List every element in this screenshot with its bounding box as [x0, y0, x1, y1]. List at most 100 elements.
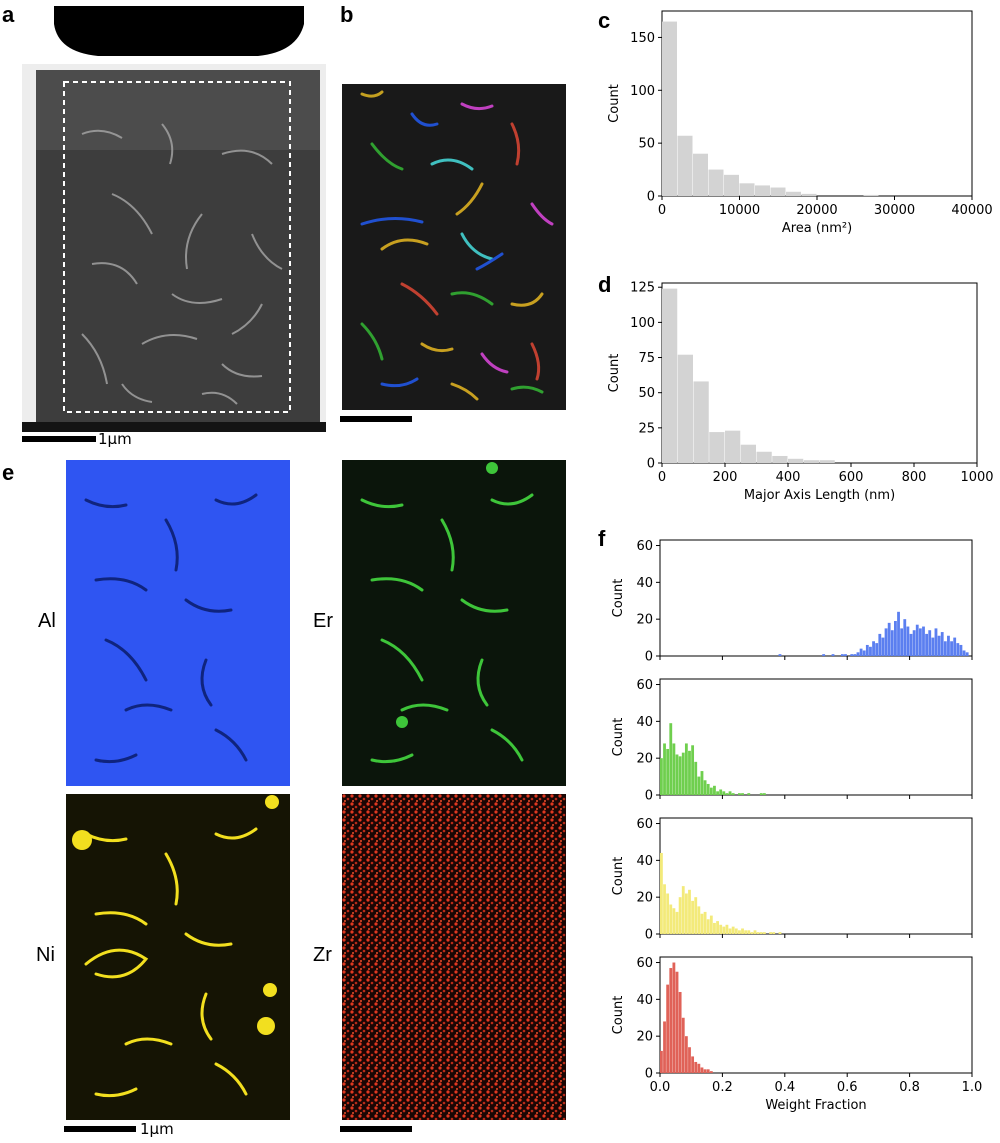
bar [662, 21, 677, 197]
bar [840, 654, 844, 656]
bar [663, 1021, 666, 1073]
bar [703, 911, 707, 934]
bar [931, 637, 935, 656]
bar [863, 194, 879, 196]
bar [925, 633, 929, 656]
bar [675, 754, 679, 795]
bar [881, 637, 885, 656]
bar [739, 183, 755, 196]
xtick-label: 1000 [960, 470, 993, 485]
bar [684, 1036, 688, 1073]
scale-bar-a [22, 436, 96, 442]
bar [709, 432, 725, 463]
bar [706, 1069, 710, 1073]
bar [728, 791, 732, 795]
panel-label-c: c [598, 8, 611, 33]
map-er [342, 460, 566, 786]
bar [778, 932, 782, 934]
bar [666, 893, 670, 934]
xtick-label: 40000 [951, 203, 992, 218]
ytick-label: 40 [636, 993, 653, 1008]
bar [672, 962, 676, 1073]
bar [713, 922, 716, 934]
bar [703, 1069, 707, 1073]
bar [762, 793, 766, 795]
y-axis-label: Count [607, 84, 622, 123]
scale-bar-e-label: 1µm [140, 1120, 174, 1138]
bar [953, 637, 957, 656]
bar [722, 926, 726, 934]
bar [940, 632, 944, 656]
bar [709, 1071, 713, 1073]
y-axis-label: Count [611, 579, 626, 618]
bar [677, 354, 693, 463]
ytick-label: 20 [636, 752, 653, 767]
bar [669, 968, 673, 1073]
bar [672, 908, 676, 934]
map-al [66, 460, 290, 786]
ytick-label: 25 [638, 421, 655, 436]
bar [912, 630, 916, 656]
ytick-label: 50 [638, 137, 655, 152]
ytick-label: 20 [636, 891, 653, 906]
ytick-label: 0 [645, 928, 653, 943]
bar [716, 921, 719, 934]
bar [722, 791, 726, 795]
bar [713, 785, 716, 795]
bar [803, 460, 819, 463]
panel-label-b: b [340, 2, 354, 27]
ytick-label: 60 [636, 956, 653, 971]
bar [753, 930, 757, 934]
bar [691, 745, 695, 795]
bar [903, 619, 907, 656]
bar [688, 1047, 691, 1073]
bar [887, 622, 891, 656]
panel-label-f: f [598, 526, 606, 551]
xtick-label: 1.0 [962, 1080, 983, 1095]
bar [928, 630, 932, 656]
bar [697, 776, 701, 795]
x-axis-label: Major Axis Length (nm) [744, 488, 895, 503]
bar [660, 1050, 663, 1073]
bar [741, 793, 744, 795]
bar [915, 624, 919, 656]
bar [716, 791, 719, 795]
bar [859, 648, 863, 656]
bar [819, 460, 835, 463]
segmentation-map [342, 84, 566, 410]
bar [700, 771, 704, 795]
bar [878, 633, 882, 656]
bar [691, 1056, 695, 1073]
bar [769, 932, 773, 934]
bar [740, 444, 756, 463]
bar [700, 1067, 704, 1073]
bar [772, 932, 776, 934]
ytick-label: 20 [636, 1030, 653, 1045]
bar [750, 932, 754, 934]
bar [865, 644, 869, 656]
ytick-label: 0 [645, 1067, 653, 1082]
bar [937, 635, 941, 656]
y-axis-label: Count [611, 996, 626, 1035]
bar [688, 750, 691, 795]
ytick-label: 100 [630, 84, 655, 99]
bar [759, 793, 763, 795]
bar [719, 789, 723, 795]
bar [918, 628, 922, 656]
xtick-label: 0 [658, 203, 666, 218]
bar [694, 1061, 698, 1073]
bar [675, 911, 679, 934]
bar [684, 743, 688, 795]
ytick-label: 0 [647, 457, 655, 472]
bar [959, 644, 963, 656]
bar [900, 628, 904, 656]
map-ni [66, 794, 290, 1120]
bar [709, 787, 713, 795]
scale-bar-a-label: 1µm [98, 430, 132, 448]
bar [675, 971, 679, 1073]
bar [772, 455, 788, 463]
bar [731, 926, 735, 934]
bar [965, 652, 969, 656]
scale-bar-e [64, 1126, 136, 1132]
ytick-label: 0 [647, 190, 655, 205]
